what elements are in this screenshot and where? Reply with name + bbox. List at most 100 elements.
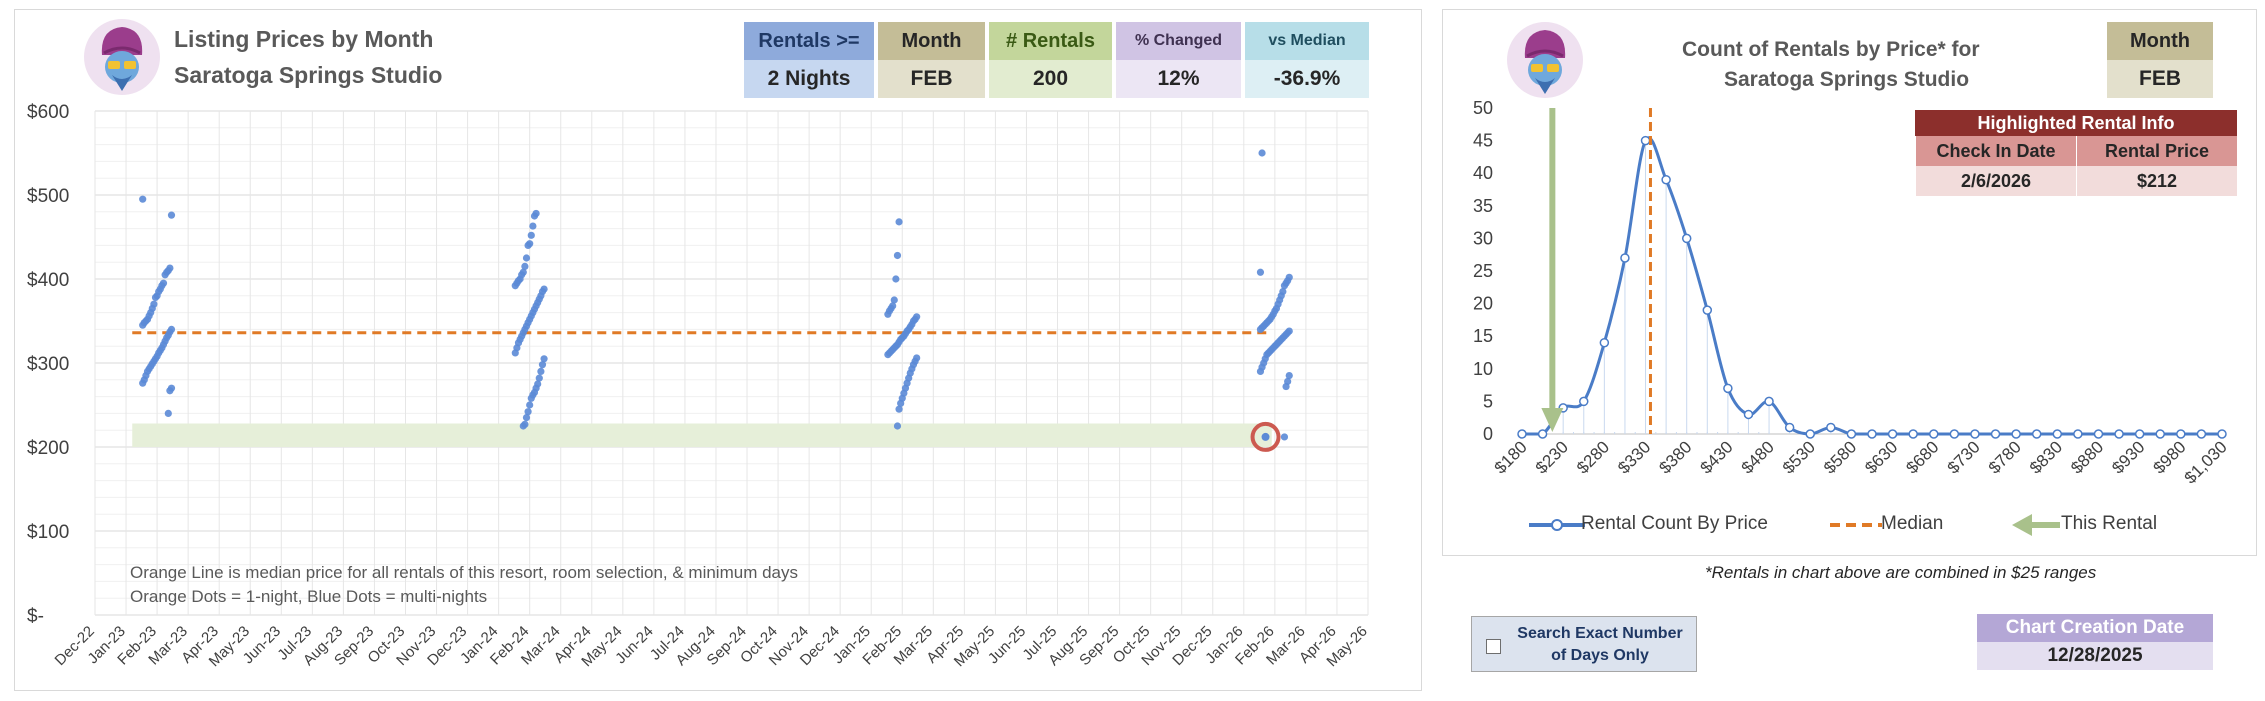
y-tick-label: $100 xyxy=(27,522,69,543)
y-tick-label: 5 xyxy=(1483,391,1493,411)
price-dot xyxy=(530,212,539,220)
price-dot xyxy=(521,262,529,270)
price-dot xyxy=(892,275,900,283)
month-indicator-header: Month xyxy=(2107,22,2213,60)
highlighted-rental-dot xyxy=(1261,432,1270,441)
checkbox-square[interactable] xyxy=(1486,639,1501,654)
rental-count-marker xyxy=(1702,305,1713,315)
price-dot xyxy=(895,218,903,226)
price-dot xyxy=(1256,367,1265,375)
genie-avatar-logo-2 xyxy=(1507,22,1583,98)
price-dot xyxy=(527,394,535,402)
bin-footnote: *Rentals in chart above are combined in … xyxy=(1705,563,2097,582)
rental-count-marker xyxy=(1640,135,1651,146)
stat-header-2: # Rentals xyxy=(989,22,1112,60)
stat-header-0: Rentals >= xyxy=(744,22,874,60)
rental-count-marker xyxy=(1929,429,1939,439)
rental-count-marker xyxy=(1805,429,1815,439)
rental-count-marker xyxy=(1826,422,1836,433)
rental-count-marker xyxy=(1784,422,1795,433)
rental-count-marker xyxy=(2011,429,2021,439)
price-dot xyxy=(540,355,548,363)
rental-count-marker xyxy=(1537,429,1548,439)
price-dot xyxy=(893,422,902,430)
price-dot xyxy=(890,296,898,304)
rental-count-marker xyxy=(2052,429,2063,439)
rental-count-marker xyxy=(2031,429,2042,439)
highlighted-rental-info: Highlighted Rental Info Check In Date Re… xyxy=(1915,110,2237,196)
highlight-caption: Highlighted Rental Info xyxy=(1915,110,2237,136)
y-tick-label: 25 xyxy=(1473,261,1493,281)
price-dot xyxy=(166,387,174,395)
legend-median-icon xyxy=(1830,523,1882,527)
rental-price-header: Rental Price xyxy=(2076,136,2237,166)
price-dot xyxy=(535,374,543,382)
scatter-title: Listing Prices by Month xyxy=(174,26,434,52)
rental-count-marker xyxy=(2114,429,2124,439)
price-dot xyxy=(524,241,532,249)
stat-box-0: Rentals >= 2 Nights xyxy=(744,22,874,98)
x-tick-label: $830 xyxy=(2026,437,2066,477)
month-indicator-value: FEB xyxy=(2107,60,2213,98)
listing-prices-scatter: $-$100$200$300$400$500$600Dec-22Jan-23Fe… xyxy=(27,102,1371,670)
legend-arrow-icon xyxy=(2012,514,2060,536)
price-dot xyxy=(895,405,903,413)
search-exact-days-checkbox[interactable]: Search Exact Number of Days Only xyxy=(1471,616,1697,672)
y-tick-label: 35 xyxy=(1473,196,1493,216)
this-rental-arrow-head xyxy=(1541,408,1564,432)
x-tick-label: $430 xyxy=(1697,437,1737,477)
stat-box-3: % Changed 12% xyxy=(1116,22,1241,98)
y-tick-label: 45 xyxy=(1473,131,1493,151)
stat-value-3: 12% xyxy=(1116,60,1241,98)
stat-box-4: vs Median -36.9% xyxy=(1245,22,1369,98)
price-dot xyxy=(1256,268,1265,276)
x-tick-label: $630 xyxy=(1861,437,1901,477)
rental-count-marker xyxy=(1846,429,1857,439)
rental-count-marker xyxy=(2176,429,2186,439)
rental-count-marker xyxy=(2093,429,2104,439)
price-dot xyxy=(538,361,547,369)
rental-count-marker xyxy=(1908,429,1918,439)
rental-count-marker xyxy=(1887,429,1898,439)
stat-header-3: % Changed xyxy=(1116,22,1241,60)
x-tick-label: $730 xyxy=(1944,437,1984,477)
line-chart-subtitle: Saratoga Springs Studio xyxy=(1724,68,1970,91)
rental-count-marker xyxy=(1681,233,1692,244)
legend-series-label: Rental Count By Price xyxy=(1581,513,1768,534)
x-tick-label: $1,030 xyxy=(2181,437,2231,487)
price-dot xyxy=(1282,382,1290,391)
price-dot xyxy=(164,409,172,417)
stat-header-1: Month xyxy=(878,22,985,60)
y-tick-label: $400 xyxy=(27,270,69,291)
y-tick-label: 10 xyxy=(1473,359,1493,379)
rental-count-marker xyxy=(1620,253,1630,263)
legend-series-icon xyxy=(1529,519,1585,531)
rental-count-marker xyxy=(1579,396,1589,407)
y-tick-label: $500 xyxy=(27,186,69,207)
x-tick-label: $280 xyxy=(1573,437,1613,477)
price-dot xyxy=(1256,325,1265,333)
y-tick-label: 50 xyxy=(1473,98,1493,118)
check-in-date-header: Check In Date xyxy=(1915,136,2076,166)
creation-date-value: 12/28/2025 xyxy=(1977,642,2213,670)
price-dot xyxy=(139,379,147,387)
rental-count-marker xyxy=(1970,429,1980,439)
genie-avatar-logo xyxy=(84,19,160,95)
price-dot xyxy=(1285,372,1293,380)
rental-count-marker xyxy=(2134,429,2145,439)
stat-value-0: 2 Nights xyxy=(744,60,874,98)
stat-value-4: -36.9% xyxy=(1245,60,1369,98)
x-tick-label: $330 xyxy=(1614,437,1654,477)
chart-note-median: Orange Line is median price for all rent… xyxy=(130,563,798,582)
x-tick-label: $180 xyxy=(1491,437,1531,477)
chart-creation-date: Chart Creation Date 12/28/2025 xyxy=(1977,614,2213,670)
rental-count-marker xyxy=(1723,383,1733,394)
price-dot xyxy=(519,422,527,430)
price-dot xyxy=(511,282,519,290)
rental-count-marker xyxy=(1867,429,1877,439)
listing-prices-panel xyxy=(14,9,1422,691)
y-tick-label: $200 xyxy=(27,438,69,459)
y-tick-label: 15 xyxy=(1473,326,1493,346)
rental-count-marker xyxy=(2196,429,2207,439)
price-dot xyxy=(529,222,537,230)
